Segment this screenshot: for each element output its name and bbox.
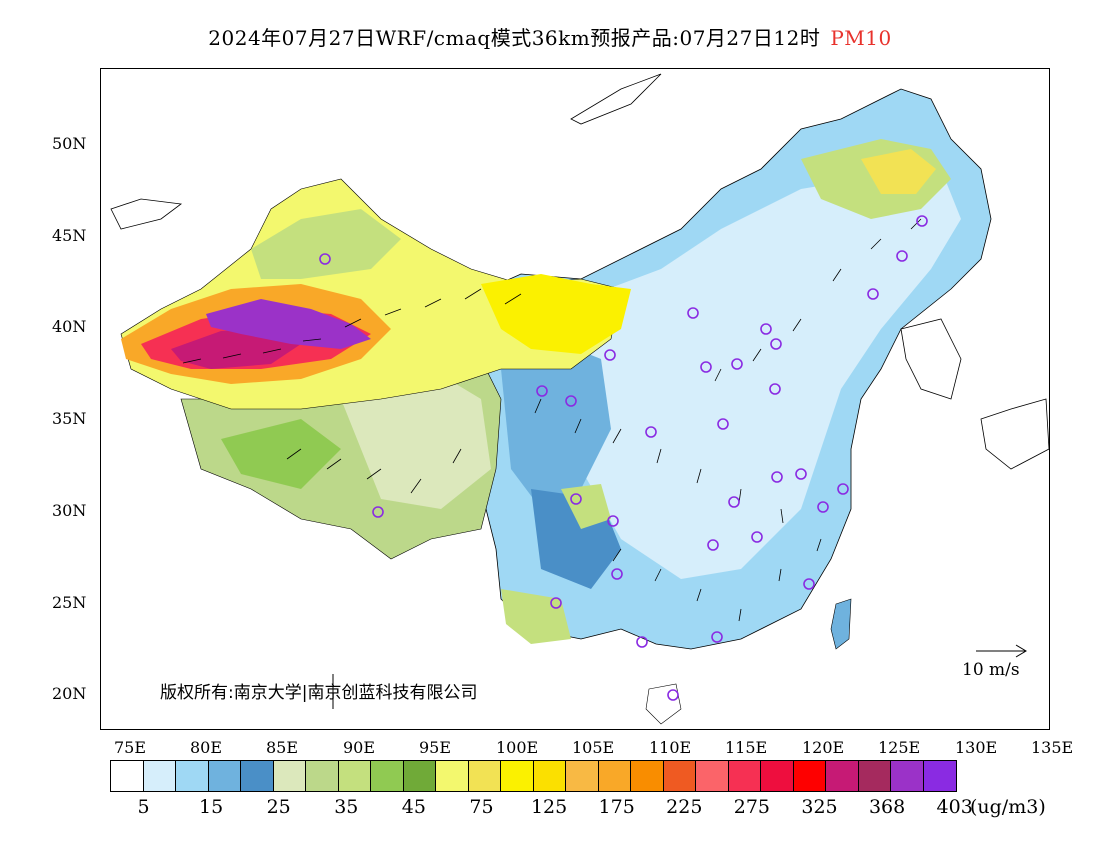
legend-label: 403	[936, 796, 973, 818]
lat-tick-label: 25N	[52, 593, 87, 612]
legend-label: 275	[733, 796, 771, 818]
legend-label: 225	[666, 796, 703, 818]
legend-swatch	[338, 761, 371, 791]
lat-tick-label: 45N	[52, 226, 87, 245]
northeast-yellow	[861, 149, 936, 194]
wind-scale-arrow	[976, 644, 1027, 658]
lat-tick-label: 20N	[52, 684, 87, 703]
japan-coast	[980, 398, 1049, 470]
legend-swatch	[533, 761, 566, 791]
wind-scale-label: 10 m/s	[962, 660, 1020, 680]
lon-tick-label: 90E	[343, 738, 376, 757]
legend-label: 175	[598, 796, 635, 818]
legend-label: 25	[266, 796, 291, 818]
legend-swatch	[696, 761, 729, 791]
map-title: 2024年07月27日WRF/cmaq模式36km预报产品:07月27日12时 P…	[0, 22, 1100, 51]
legend-label: 35	[334, 796, 359, 818]
legend-swatch	[143, 761, 176, 791]
caspian-edge	[110, 198, 183, 230]
legend-swatch	[858, 761, 891, 791]
lon-tick-label: 115E	[725, 738, 768, 757]
lon-tick-label: 130E	[955, 738, 998, 757]
gobi-yellow-band	[481, 274, 631, 354]
lon-tick-label: 105E	[572, 738, 615, 757]
xinjiang-green-band	[251, 209, 401, 279]
central-blue-patch	[501, 339, 611, 509]
hainan	[645, 683, 682, 725]
legend-label: 5	[137, 796, 150, 818]
legend-label: 75	[469, 796, 494, 818]
map-canvas	[110, 73, 1049, 725]
legend-swatch	[566, 761, 599, 791]
lon-tick-label: 100E	[496, 738, 539, 757]
legend-label: 125	[530, 796, 568, 818]
legend-swatch	[728, 761, 761, 791]
legend-swatch	[598, 761, 631, 791]
legend-swatch	[111, 761, 144, 791]
legend-swatch	[891, 761, 924, 791]
legend-swatch	[436, 761, 469, 791]
legend-swatch	[923, 761, 956, 791]
legend-swatch	[631, 761, 664, 791]
title-text: 2024年07月27日WRF/cmaq模式36km预报产品:07月27日12时	[208, 26, 821, 50]
legend-swatch	[176, 761, 209, 791]
legend-swatch	[241, 761, 274, 791]
lon-tick-label: 125E	[878, 738, 921, 757]
legend-swatch	[403, 761, 436, 791]
legend-label: 368	[868, 796, 906, 818]
lat-tick-label: 35N	[52, 409, 87, 428]
legend-swatch	[663, 761, 696, 791]
wind-vectors	[182, 218, 922, 622]
lon-tick-label: 95E	[419, 738, 452, 757]
lon-tick-label: 110E	[649, 738, 692, 757]
legend-swatch	[208, 761, 241, 791]
legend-swatch	[501, 761, 534, 791]
copyright-text: 版权所有:南京大学|南京创蓝科技有限公司	[160, 683, 478, 703]
lat-tick-label: 40N	[52, 317, 87, 336]
lon-tick-label: 135E	[1031, 738, 1074, 757]
south-green-patch	[501, 589, 571, 644]
lon-tick-label: 120E	[802, 738, 845, 757]
legend-label: 15	[199, 796, 224, 818]
lon-tick-label: 80E	[190, 738, 223, 757]
color-legend	[110, 760, 957, 792]
legend-swatch	[371, 761, 404, 791]
legend-swatch	[761, 761, 794, 791]
pollutant-label: PM10	[830, 26, 892, 50]
coastline-korea	[900, 318, 962, 400]
east-lighter-zone	[561, 149, 961, 579]
taklimakan-purple	[206, 299, 371, 349]
lake-baikal	[570, 73, 662, 125]
legend-swatch	[306, 761, 339, 791]
legend-label: 325	[801, 796, 838, 818]
tibet-darkgreen-zone	[221, 419, 341, 489]
taiwan	[830, 598, 852, 650]
legend-label: 45	[401, 796, 426, 818]
lat-tick-label: 50N	[52, 134, 87, 153]
legend-swatch	[273, 761, 306, 791]
legend-swatch	[826, 761, 859, 791]
city-markers	[319, 215, 928, 701]
tibet-pale-zone	[341, 369, 491, 509]
lat-tick-label: 30N	[52, 501, 87, 520]
lon-tick-label: 75E	[114, 738, 147, 757]
legend-swatch	[468, 761, 501, 791]
lon-tick-label: 85E	[266, 738, 299, 757]
unit-label: (ug/m3)	[970, 796, 1046, 818]
legend-swatch	[793, 761, 826, 791]
map-panel[interactable]	[100, 68, 1050, 730]
